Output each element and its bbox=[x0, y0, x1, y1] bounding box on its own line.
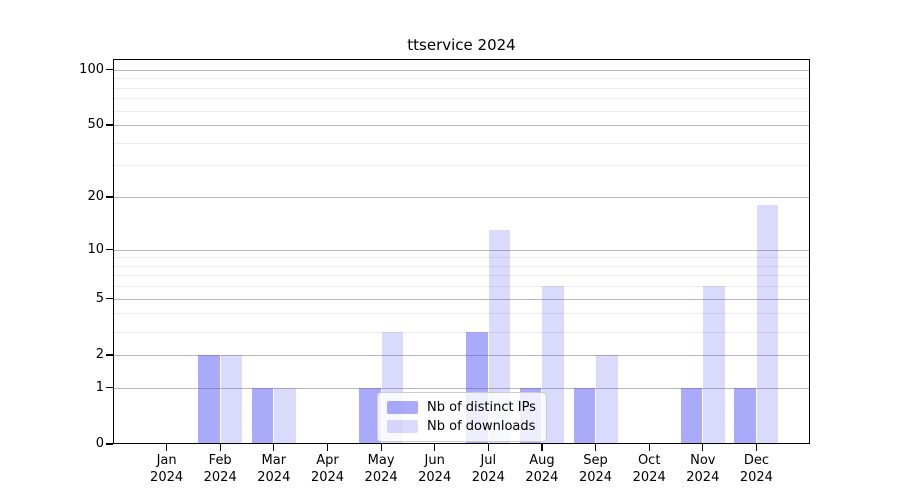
bar-downloads-dec-2024 bbox=[756, 205, 779, 444]
legend-label-downloads: Nb of downloads bbox=[427, 419, 536, 434]
y-tick-mark-10 bbox=[106, 248, 113, 251]
bar-distinct-ips-nov-2024 bbox=[680, 387, 703, 444]
legend-label-distinct-ips: Nb of distinct IPs bbox=[427, 400, 536, 415]
x-tick-mark-5 bbox=[434, 444, 436, 451]
y-tick-label-10: 10 bbox=[87, 241, 104, 257]
bar-downloads-mar-2024 bbox=[274, 387, 296, 444]
bar-downloads-sep-2024 bbox=[596, 354, 618, 444]
x-tick-mark-0 bbox=[166, 444, 168, 451]
major-gridline-50 bbox=[113, 125, 810, 126]
y-tick-label-50: 50 bbox=[87, 117, 104, 132]
x-tick-mark-10 bbox=[702, 444, 704, 451]
x-tick-mark-3 bbox=[326, 444, 329, 451]
bar-downloads-nov-2024 bbox=[703, 286, 725, 444]
y-tick-mark-1 bbox=[106, 387, 113, 389]
x-tick-label-3: Apr 2024 bbox=[310, 453, 345, 485]
major-gridline-20 bbox=[113, 197, 810, 198]
minor-gridline-9 bbox=[113, 257, 810, 259]
major-gridline-10 bbox=[113, 249, 810, 251]
x-tick-mark-8 bbox=[594, 444, 597, 451]
legend-item-downloads: Nb of downloads bbox=[378, 417, 546, 436]
minor-gridline-30 bbox=[113, 165, 810, 167]
y-tick-mark-50 bbox=[106, 124, 113, 126]
minor-gridline-8 bbox=[113, 265, 810, 267]
y-tick-label-2: 2 bbox=[95, 346, 104, 362]
bar-distinct-ips-may-2024 bbox=[359, 387, 381, 444]
y-tick-label-100: 100 bbox=[79, 61, 104, 77]
minor-gridline-40 bbox=[113, 142, 810, 144]
bar-distinct-ips-dec-2024 bbox=[734, 387, 756, 444]
x-tick-label-0: Jan 2024 bbox=[150, 453, 184, 485]
y-tick-label-0: 0 bbox=[95, 436, 104, 451]
x-tick-label-4: May 2024 bbox=[364, 453, 398, 485]
major-gridline-100 bbox=[113, 69, 810, 71]
x-tick-label-5: Jun 2024 bbox=[418, 453, 452, 485]
x-tick-mark-7 bbox=[541, 444, 543, 451]
chart-title: ttservice 2024 bbox=[407, 36, 516, 54]
minor-gridline-7 bbox=[113, 275, 810, 277]
bar-distinct-ips-mar-2024 bbox=[251, 387, 274, 444]
minor-gridline-3 bbox=[113, 331, 810, 333]
x-tick-mark-2 bbox=[273, 444, 275, 451]
y-tick-mark-2 bbox=[106, 354, 113, 356]
x-tick-label-11: Dec 2024 bbox=[739, 453, 773, 485]
plot-area: Nb of distinct IPs Nb of downloads bbox=[113, 59, 810, 444]
bar-downloads-feb-2024 bbox=[220, 354, 243, 444]
minor-gridline-70 bbox=[113, 98, 810, 100]
x-tick-label-9: Oct 2024 bbox=[632, 453, 666, 485]
y-tick-mark-20 bbox=[106, 196, 113, 198]
major-gridline-5 bbox=[113, 298, 810, 300]
minor-gridline-4 bbox=[113, 313, 810, 315]
major-gridline-2 bbox=[113, 354, 810, 356]
x-tick-mark-9 bbox=[648, 444, 650, 451]
y-tick-mark-100 bbox=[106, 69, 113, 71]
bar-distinct-ips-sep-2024 bbox=[573, 387, 595, 444]
minor-gridline-60 bbox=[113, 110, 810, 112]
y-tick-label-1: 1 bbox=[95, 379, 104, 395]
x-tick-mark-11 bbox=[755, 444, 758, 451]
major-gridline-1 bbox=[113, 387, 810, 389]
legend: Nb of distinct IPs Nb of downloads bbox=[377, 392, 547, 442]
x-tick-mark-6 bbox=[487, 444, 489, 451]
x-tick-label-8: Sep 2024 bbox=[578, 453, 613, 485]
minor-gridline-6 bbox=[113, 286, 810, 288]
bar-distinct-ips-feb-2024 bbox=[198, 354, 220, 444]
x-tick-label-7: Aug 2024 bbox=[525, 453, 559, 485]
y-tick-mark-5 bbox=[106, 298, 113, 300]
x-tick-label-2: Mar 2024 bbox=[257, 453, 291, 485]
minor-gridline-80 bbox=[113, 87, 810, 89]
bar-downloads-aug-2024 bbox=[542, 286, 564, 444]
x-tick-label-6: Jul 2024 bbox=[471, 453, 505, 485]
x-tick-mark-4 bbox=[380, 444, 382, 451]
minor-gridline-90 bbox=[113, 78, 810, 80]
legend-item-distinct-ips: Nb of distinct IPs bbox=[378, 398, 546, 417]
x-tick-label-10: Nov 2024 bbox=[686, 453, 720, 485]
x-tick-label-1: Feb 2024 bbox=[203, 453, 237, 485]
y-tick-mark-0 bbox=[106, 443, 113, 445]
legend-swatch-downloads-icon bbox=[387, 420, 418, 433]
legend-swatch-distinct-ips-icon bbox=[387, 401, 418, 414]
y-tick-label-5: 5 bbox=[95, 290, 104, 306]
y-tick-label-20: 20 bbox=[87, 189, 104, 204]
x-tick-mark-1 bbox=[219, 444, 221, 451]
bar-downloads-jul-2024 bbox=[488, 229, 511, 444]
